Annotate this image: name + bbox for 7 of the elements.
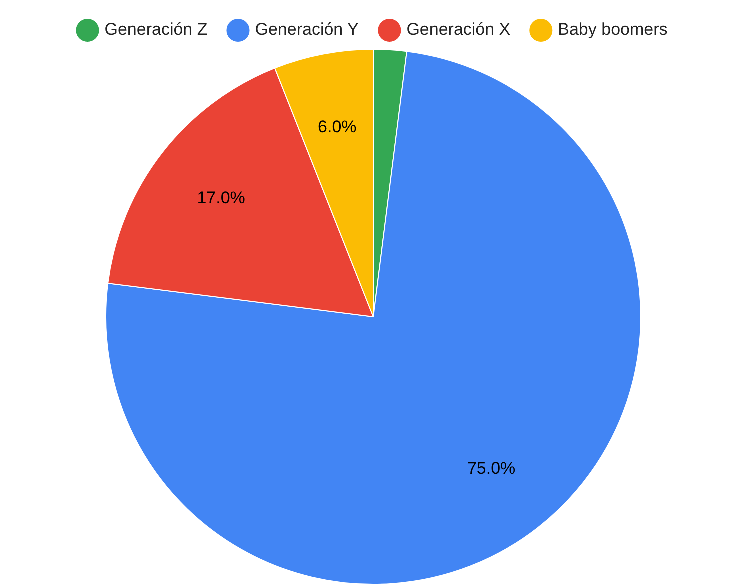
legend-label: Baby boomers [558,20,668,40]
legend-label: Generación Z [104,20,208,40]
legend-label: Generación Y [255,20,359,40]
data-label: 75.0% [467,458,516,478]
data-label: 6.0% [318,118,357,136]
legend-label: Generación X [406,20,511,40]
data-label: 17.0% [197,188,246,208]
